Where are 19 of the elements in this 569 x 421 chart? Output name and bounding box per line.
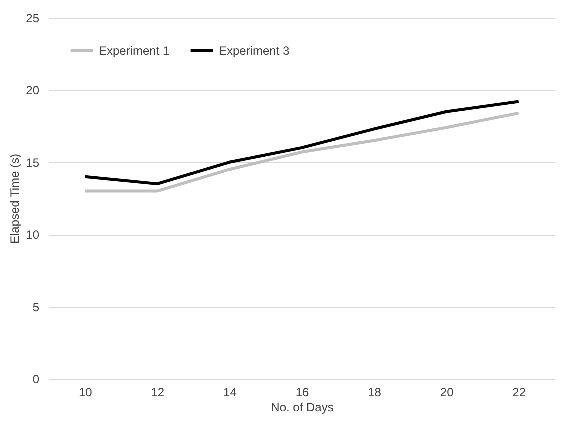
- line-series: [84, 100, 520, 186]
- y-axis-title: Elapsed Time (s): [8, 154, 22, 244]
- legend-label: Experiment 1: [99, 44, 170, 58]
- x-tick-label: 16: [296, 386, 310, 400]
- x-tick-label: 22: [512, 386, 526, 400]
- y-tick-label: 25: [26, 12, 40, 26]
- legend-label: Experiment 3: [219, 44, 290, 58]
- x-tick-label: 18: [368, 386, 382, 400]
- y-tick-label: 15: [26, 156, 40, 170]
- y-tick-label: 0: [32, 372, 40, 386]
- x-axis-title: No. of Days: [271, 400, 334, 414]
- x-tick-label: 14: [224, 386, 238, 400]
- y-tick-label: 20: [26, 84, 40, 98]
- x-tick-label: 12: [151, 386, 165, 400]
- y-tick-label: 10: [26, 228, 40, 242]
- x-tick-label: 10: [78, 386, 93, 400]
- y-tick-label: 5: [32, 300, 40, 314]
- line-series: [84, 112, 520, 193]
- x-tick-label: 20: [440, 386, 454, 400]
